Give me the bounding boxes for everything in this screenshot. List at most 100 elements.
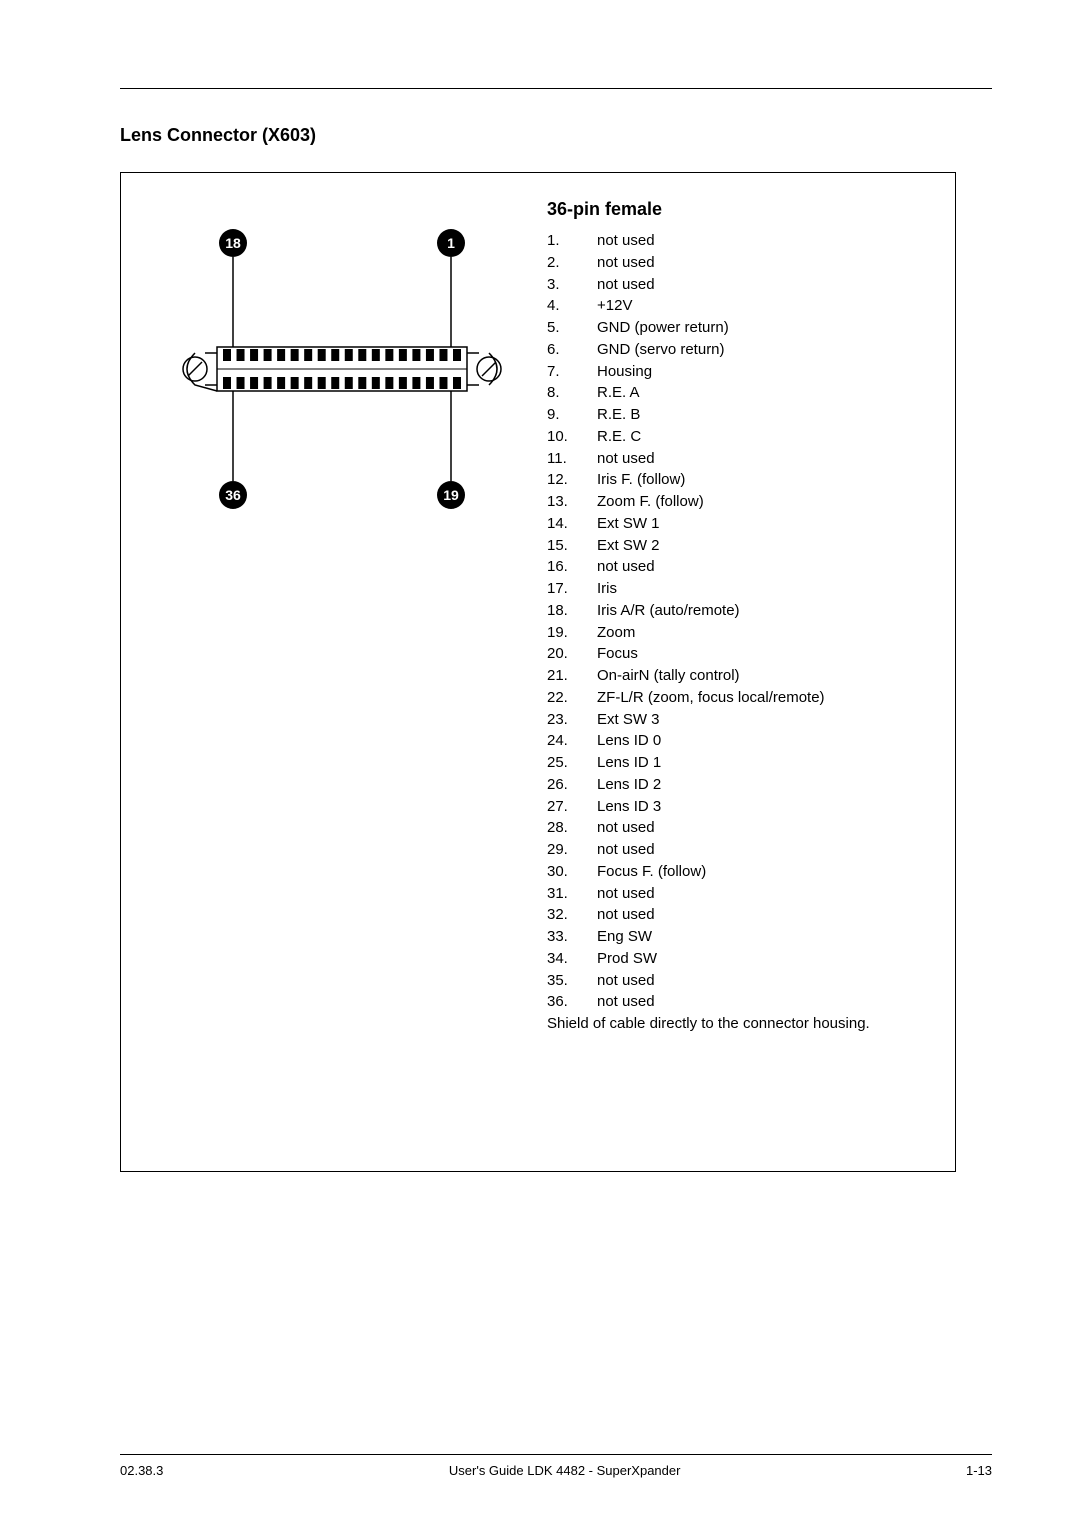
pin-number: 29.	[547, 839, 597, 861]
pinlist-title: 36-pin female	[547, 199, 925, 220]
pin-row: 24.Lens ID 0	[547, 730, 925, 752]
top-rule	[120, 88, 992, 89]
pin-label: R.E. B	[597, 404, 925, 426]
pin-number: 10.	[547, 426, 597, 448]
pin-number: 30.	[547, 861, 597, 883]
content-box: 1813619 36-pin female 1.not used2.not us…	[120, 172, 956, 1172]
pin-label: Lens ID 1	[597, 752, 925, 774]
pin-label: GND (power return)	[597, 317, 925, 339]
pin-row: 35.not used	[547, 970, 925, 992]
pin-number: 17.	[547, 578, 597, 600]
pin-row: 33.Eng SW	[547, 926, 925, 948]
svg-text:19: 19	[443, 487, 459, 503]
section-title: Lens Connector (X603)	[120, 125, 992, 146]
pin-number: 14.	[547, 513, 597, 535]
pin-number: 3.	[547, 274, 597, 296]
pin-number: 21.	[547, 665, 597, 687]
pin-number: 2.	[547, 252, 597, 274]
pin-row: 30.Focus F. (follow)	[547, 861, 925, 883]
pin-number: 8.	[547, 382, 597, 404]
pin-label: R.E. C	[597, 426, 925, 448]
pin-row: 1.not used	[547, 230, 925, 252]
pin-row: 20.Focus	[547, 643, 925, 665]
pin-number: 34.	[547, 948, 597, 970]
pin-row: 18.Iris A/R (auto/remote)	[547, 600, 925, 622]
pin-label: Ext SW 2	[597, 535, 925, 557]
pin-number: 22.	[547, 687, 597, 709]
pin-row: 5.GND (power return)	[547, 317, 925, 339]
pin-row: 25.Lens ID 1	[547, 752, 925, 774]
svg-text:36: 36	[225, 487, 241, 503]
footer-center: User's Guide LDK 4482 - SuperXpander	[449, 1463, 681, 1478]
pin-label: Ext SW 1	[597, 513, 925, 535]
pin-number: 28.	[547, 817, 597, 839]
pin-label: Iris A/R (auto/remote)	[597, 600, 925, 622]
pin-row: 10.R.E. C	[547, 426, 925, 448]
pin-label: not used	[597, 970, 925, 992]
shield-note: Shield of cable directly to the connecto…	[547, 1015, 925, 1032]
footer-right: 1-13	[966, 1463, 992, 1478]
pin-row: 34.Prod SW	[547, 948, 925, 970]
pin-label: Prod SW	[597, 948, 925, 970]
pin-number: 15.	[547, 535, 597, 557]
pin-row: 36.not used	[547, 991, 925, 1013]
pin-row: 4.+12V	[547, 295, 925, 317]
pin-number: 24.	[547, 730, 597, 752]
pin-row: 21.On-airN (tally control)	[547, 665, 925, 687]
pin-row: 8.R.E. A	[547, 382, 925, 404]
pin-number: 35.	[547, 970, 597, 992]
pin-number: 26.	[547, 774, 597, 796]
pin-label: Lens ID 0	[597, 730, 925, 752]
pin-number: 7.	[547, 361, 597, 383]
pin-row: 3.not used	[547, 274, 925, 296]
pin-number: 16.	[547, 556, 597, 578]
pin-label: Lens ID 3	[597, 796, 925, 818]
pin-number: 12.	[547, 469, 597, 491]
pin-label: Lens ID 2	[597, 774, 925, 796]
pin-row: 27.Lens ID 3	[547, 796, 925, 818]
pin-row: 26.Lens ID 2	[547, 774, 925, 796]
pin-row: 29.not used	[547, 839, 925, 861]
pin-number: 25.	[547, 752, 597, 774]
pin-number: 19.	[547, 622, 597, 644]
pin-number: 13.	[547, 491, 597, 513]
pin-row: 9.R.E. B	[547, 404, 925, 426]
pin-number: 5.	[547, 317, 597, 339]
pin-number: 1.	[547, 230, 597, 252]
pin-row: 17.Iris	[547, 578, 925, 600]
pin-row: 23.Ext SW 3	[547, 709, 925, 731]
pin-list: 1.not used2.not used3.not used4.+12V5.GN…	[547, 230, 925, 1013]
pin-label: ZF-L/R (zoom, focus local/remote)	[597, 687, 925, 709]
svg-text:1: 1	[447, 235, 455, 251]
pin-row: 28.not used	[547, 817, 925, 839]
pin-label: not used	[597, 252, 925, 274]
pin-number: 6.	[547, 339, 597, 361]
pin-number: 31.	[547, 883, 597, 905]
pin-row: 32.not used	[547, 904, 925, 926]
pin-label: Focus F. (follow)	[597, 861, 925, 883]
pin-number: 18.	[547, 600, 597, 622]
pin-number: 9.	[547, 404, 597, 426]
pin-label: not used	[597, 817, 925, 839]
pin-label: R.E. A	[597, 382, 925, 404]
pin-label: not used	[597, 839, 925, 861]
pin-label: GND (servo return)	[597, 339, 925, 361]
pin-label: Zoom	[597, 622, 925, 644]
pin-label: not used	[597, 991, 925, 1013]
pin-row: 2.not used	[547, 252, 925, 274]
pin-row: 12.Iris F. (follow)	[547, 469, 925, 491]
pin-label: Ext SW 3	[597, 709, 925, 731]
pin-label: +12V	[597, 295, 925, 317]
pin-label: not used	[597, 230, 925, 252]
pin-row: 6.GND (servo return)	[547, 339, 925, 361]
footer-left: 02.38.3	[120, 1463, 163, 1478]
pin-row: 31.not used	[547, 883, 925, 905]
pin-label: Iris	[597, 578, 925, 600]
pin-row: 13.Zoom F. (follow)	[547, 491, 925, 513]
pin-row: 22.ZF-L/R (zoom, focus local/remote)	[547, 687, 925, 709]
pin-number: 32.	[547, 904, 597, 926]
pin-row: 15.Ext SW 2	[547, 535, 925, 557]
pin-number: 27.	[547, 796, 597, 818]
connector-diagram: 1813619	[167, 199, 517, 1032]
pin-label: On-airN (tally control)	[597, 665, 925, 687]
